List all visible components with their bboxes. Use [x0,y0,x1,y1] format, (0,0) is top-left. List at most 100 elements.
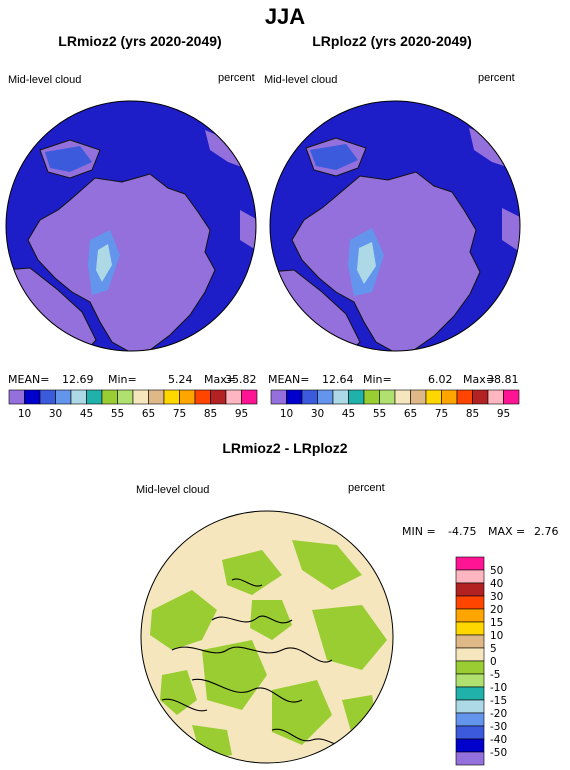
panel-2-title: LRploz2 (yrs 2020-2049) [312,33,472,49]
diff-units: percent [348,482,385,494]
panel-2-variable: Mid-level cloud [264,74,338,86]
diff-patch-f [272,680,332,745]
colorbar-2-tick-label: 65 [404,408,417,420]
colorbar-1-swatch [8,389,25,405]
colorbar-diff-tick-label: 50 [490,565,503,577]
colorbar-1-swatch [132,389,149,405]
colorbar-1-swatch [24,389,41,405]
map-1-light-patch [96,244,112,282]
colorbar-1-swatch [163,389,180,405]
colorbar-1-swatch [179,389,196,405]
colorbar-diff-swatch [455,608,485,623]
colorbar-1-tick-label: 30 [49,408,62,420]
panel-2-mean-label: MEAN= [268,373,310,386]
colorbar-2-swatch [317,389,334,405]
map-diff [140,510,394,764]
colorbar-2-tick-label: 85 [466,408,479,420]
colorbar-diff-tick-label: 30 [490,591,503,603]
colorbar-diff-swatch [455,725,485,740]
colorbar-diff-swatch [455,634,485,649]
panel-1-min-value: 5.24 [168,373,193,386]
colorbar-2-swatch [425,389,442,405]
colorbar-diff-swatch [455,647,485,662]
map-2-e-patch [502,208,520,252]
colorbar-diff-swatch [455,738,485,753]
colorbar-1-tick-label: 55 [111,408,124,420]
colorbar-2-swatch [301,389,318,405]
colorbar-2-tick-label: 75 [435,408,448,420]
colorbar-2-swatch [472,389,489,405]
panel-1-mean-value: 12.69 [62,373,94,386]
colorbar-diff-swatch [455,751,485,766]
colorbar-panel-1: 10 30 45 55 65 75 85 95 [8,389,258,420]
panel-2-max-value: 38.81 [487,373,519,386]
colorbar-1-swatch [210,389,227,405]
panel-1-mean-label: MEAN= [8,373,50,386]
colorbar-diff-swatch [455,712,485,727]
diff-coast-5 [231,578,263,587]
colorbar-2-swatch [363,389,380,405]
diff-patch-c [292,540,362,590]
diff-max-label: MAX = [488,525,526,538]
colorbar-diff-tick-label: -40 [490,734,507,746]
map-2-n-blue-patch [310,144,358,170]
colorbar-diff-tick-label: 40 [490,578,503,590]
diff-patch-h [250,600,292,640]
diff-variable: Mid-level cloud [136,484,210,496]
panel-2-min-value: 6.02 [428,373,453,386]
diff-coast-1 [171,646,333,663]
panel-2-max-label: Max= [463,373,495,386]
colorbar-2-swatch [394,389,411,405]
colorbar-2-swatch [456,389,473,405]
colorbar-2-tick-label: 10 [280,408,293,420]
diff-patch-e [202,640,267,710]
colorbar-2-tick-label: 30 [311,408,324,420]
colorbar-2-swatch [286,389,303,405]
colorbar-1-swatch [194,389,211,405]
colorbar-diff-tick-label: -10 [490,682,507,694]
colorbar-1-swatch [55,389,72,405]
diff-patch-d [312,605,387,670]
map-1-outline [5,100,257,352]
colorbar-1-tick-label: 95 [235,408,248,420]
colorbar-1-swatch [70,389,87,405]
panel-1-variable: Mid-level cloud [8,74,82,86]
colorbar-2-swatch [487,389,504,405]
map-2-outline [269,100,521,352]
diff-map-outline [140,510,394,764]
diff-coast-3 [211,615,293,624]
colorbar-diff-swatch [455,556,485,571]
colorbar-diff-tick-label: 10 [490,630,503,642]
diff-coast-6 [161,698,208,712]
diff-patch-a [150,590,217,650]
colorbar-1-swatch [39,389,56,405]
colorbar-diff-tick-label: -50 [490,747,507,759]
map-2-light-patch [357,242,376,284]
map-1-n-blue-patch [45,146,92,172]
diff-patch-b [222,550,282,595]
diff-coast-2 [191,678,303,703]
colorbar-1-tick-label: 45 [80,408,93,420]
colorbar-2-swatch [410,389,427,405]
panel-2-mean-value: 12.64 [322,373,354,386]
colorbar-1-swatch [241,389,258,405]
colorbar-1-tick-label: 75 [173,408,186,420]
colorbar-diff-swatch [455,582,485,597]
colorbar-1-swatch [148,389,165,405]
colorbar-diff-tick-label: -5 [490,669,500,681]
colorbar-1-swatch [225,389,242,405]
map-1-arctic-region [27,173,216,351]
season-title: JJA [264,4,306,29]
panel-1-max-value: 35.82 [225,373,257,386]
diff-patch-g [160,670,197,715]
colorbar-1-tick-label: 10 [18,408,31,420]
colorbar-2-swatch [270,389,287,405]
map-2-arctic-region [291,171,481,351]
colorbar-2-tick-label: 55 [373,408,386,420]
panel-2-units: percent [478,72,515,84]
colorbar-diff-tick-label: 20 [490,604,503,616]
diff-max-value: 2.76 [534,525,559,538]
colorbar-diff-tick-label: -15 [490,695,507,707]
colorbar-1-swatch [101,389,118,405]
